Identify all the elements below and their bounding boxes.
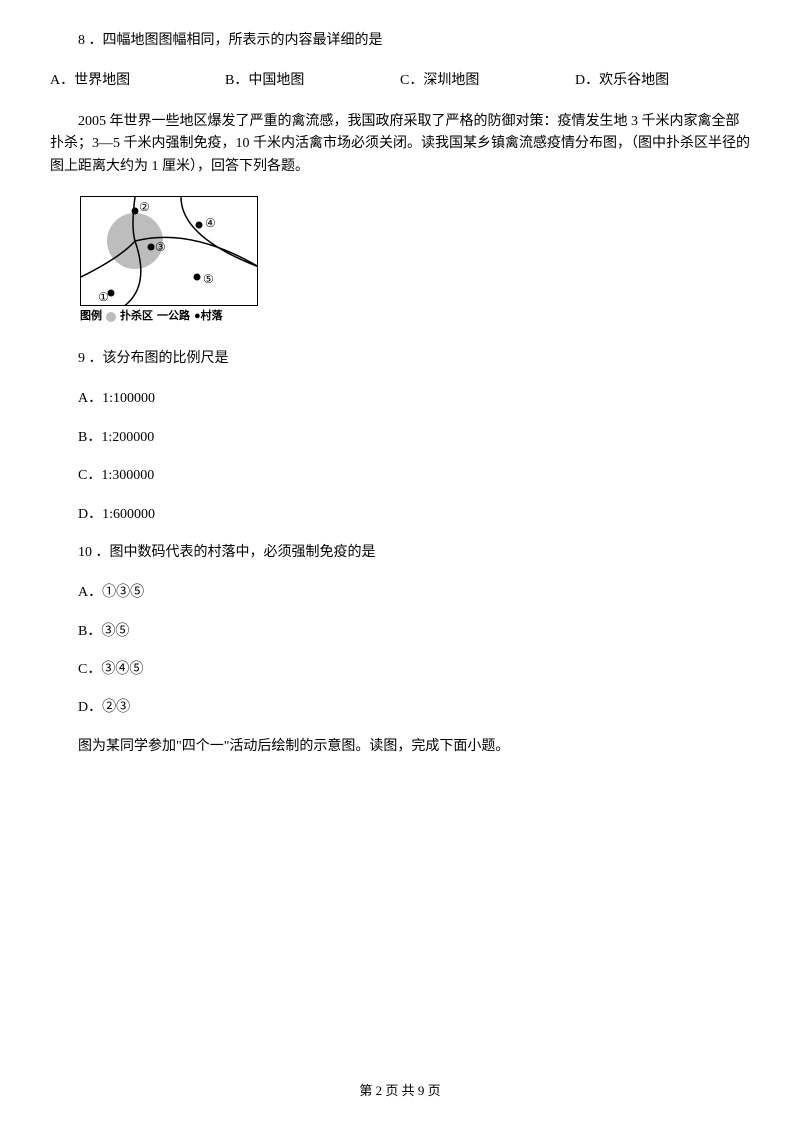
q8-option-d: D．欢乐谷地图 <box>575 70 750 92</box>
village-label: ④ <box>205 216 216 230</box>
q10-option-d: D．②③ <box>50 697 750 719</box>
village-label: ① <box>98 290 109 304</box>
legend-village-text: ●村落 <box>194 308 223 326</box>
q10-option-c: C．③④⑤ <box>50 659 750 681</box>
page-footer: 第 2 页 共 9 页 <box>0 1081 800 1102</box>
q9-option-b: B．1:200000 <box>50 427 750 449</box>
legend-label: 图例 <box>80 308 102 326</box>
legend-zone-icon <box>106 312 116 322</box>
village-dot <box>194 273 201 280</box>
map-figure: ① ② ③ ④ ⑤ 图例 扑杀区 一公路 ●村落 <box>80 196 260 328</box>
q9-option-c: C．1:300000 <box>50 465 750 487</box>
q10-option-a: A．①③⑤ <box>50 582 750 604</box>
map-svg: ① ② ③ ④ ⑤ <box>81 197 258 306</box>
question-9-text: 9 ．该分布图的比例尺是 <box>50 348 750 370</box>
map-box: ① ② ③ ④ ⑤ <box>80 196 258 306</box>
village-dot <box>132 207 139 214</box>
question-10-text: 10 ．图中数码代表的村落中，必须强制免疫的是 <box>50 542 750 564</box>
legend-zone-text: 扑杀区 <box>120 308 153 326</box>
village-label: ⑤ <box>203 272 214 286</box>
village-dot <box>196 221 203 228</box>
legend-road-text: 一公路 <box>157 308 190 326</box>
passage-1: 2005 年世界一些地区爆发了严重的禽流感，我国政府采取了严格的防御对策：疫情发… <box>50 111 750 178</box>
road <box>181 197 258 267</box>
map-legend: 图例 扑杀区 一公路 ●村落 <box>80 308 260 326</box>
q8-option-b: B．中国地图 <box>225 70 400 92</box>
question-8-text: 8 ．四幅地图图幅相同，所表示的内容最详细的是 <box>50 30 750 52</box>
village-label: ② <box>139 200 150 214</box>
q10-option-b: B．③⑤ <box>50 621 750 643</box>
q9-option-d: D．1:600000 <box>50 504 750 526</box>
q9-option-a: A．1:100000 <box>50 388 750 410</box>
q8-option-a: A．世界地图 <box>50 70 225 92</box>
q8-option-c: C．深圳地图 <box>400 70 575 92</box>
village-label: ③ <box>155 240 166 254</box>
question-8-options: A．世界地图 B．中国地图 C．深圳地图 D．欢乐谷地图 <box>50 70 750 92</box>
passage-2: 图为某同学参加"四个一"活动后绘制的示意图。读图，完成下面小题。 <box>50 736 750 758</box>
village-dot <box>148 243 155 250</box>
